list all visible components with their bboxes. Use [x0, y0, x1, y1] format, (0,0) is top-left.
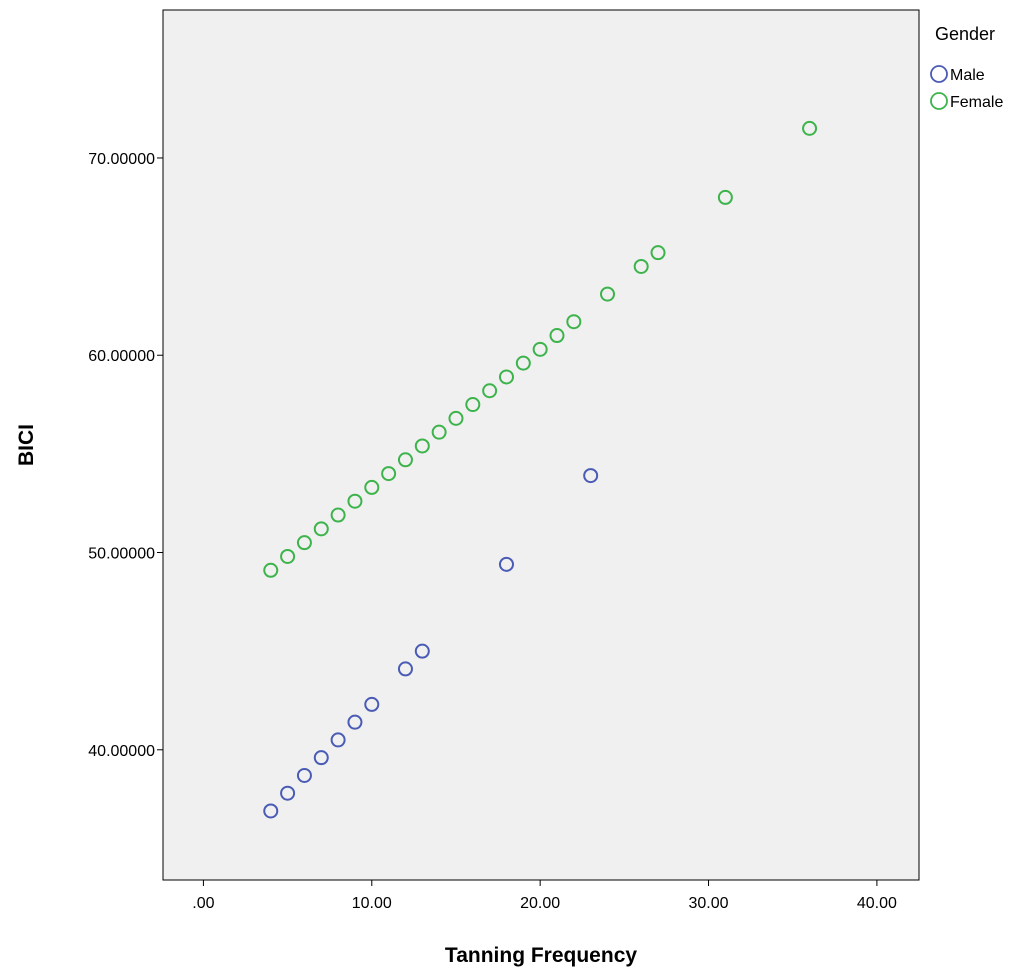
- x-axis: .00 10.00 20.00 30.00 40.00: [192, 880, 897, 912]
- point-female: [566, 314, 582, 330]
- point-female: [600, 286, 616, 302]
- y-tick-label: 70.00000: [88, 151, 155, 168]
- legend: Male Female: [930, 65, 1003, 111]
- point-female: [633, 258, 649, 274]
- point-female: [717, 189, 733, 205]
- x-tick-label: 30.00: [689, 895, 729, 912]
- legend-title: Gender: [935, 24, 995, 44]
- point-female: [397, 452, 413, 468]
- point-female: [414, 438, 430, 454]
- y-tick-label: 60.00000: [88, 348, 155, 365]
- point-female: [347, 493, 363, 509]
- point-female: [381, 466, 397, 482]
- plot-background: [162, 9, 920, 881]
- point-female: [296, 535, 312, 551]
- point-female: [650, 245, 666, 261]
- point-male: [263, 803, 279, 819]
- point-male: [296, 767, 312, 783]
- point-female: [532, 341, 548, 357]
- y-tick-label: 50.00000: [88, 546, 155, 563]
- point-male: [364, 696, 380, 712]
- legend-label-male: Male: [950, 67, 985, 84]
- point-male: [498, 556, 514, 572]
- point-female: [802, 120, 818, 136]
- x-tick-label: 20.00: [520, 895, 560, 912]
- point-male: [330, 732, 346, 748]
- point-female: [330, 507, 346, 523]
- point-female: [263, 562, 279, 578]
- point-male: [313, 750, 329, 766]
- point-female: [431, 424, 447, 440]
- y-axis-title: BICI: [15, 424, 38, 466]
- point-female: [465, 397, 481, 413]
- legend-marker-female: [930, 92, 948, 110]
- point-male: [583, 468, 599, 484]
- x-tick-label: 10.00: [352, 895, 392, 912]
- point-female: [280, 548, 296, 564]
- point-female: [549, 328, 565, 344]
- point-male: [347, 714, 363, 730]
- point-female: [498, 369, 514, 385]
- point-female: [482, 383, 498, 399]
- legend-label-female: Female: [950, 94, 1003, 111]
- x-tick-label: .00: [192, 895, 214, 912]
- x-tick-label: 40.00: [857, 895, 897, 912]
- x-axis-title: Tanning Frequency: [445, 944, 637, 967]
- point-female: [313, 521, 329, 537]
- point-male: [397, 661, 413, 677]
- legend-marker-male: [930, 65, 948, 83]
- point-female: [448, 410, 464, 426]
- point-male: [280, 785, 296, 801]
- point-male: [414, 643, 430, 659]
- y-axis: 40.00000 50.00000 60.00000 70.00000: [88, 151, 163, 760]
- point-female: [515, 355, 531, 371]
- point-female: [364, 479, 380, 495]
- data-points: [263, 120, 818, 819]
- y-tick-label: 40.00000: [88, 743, 155, 760]
